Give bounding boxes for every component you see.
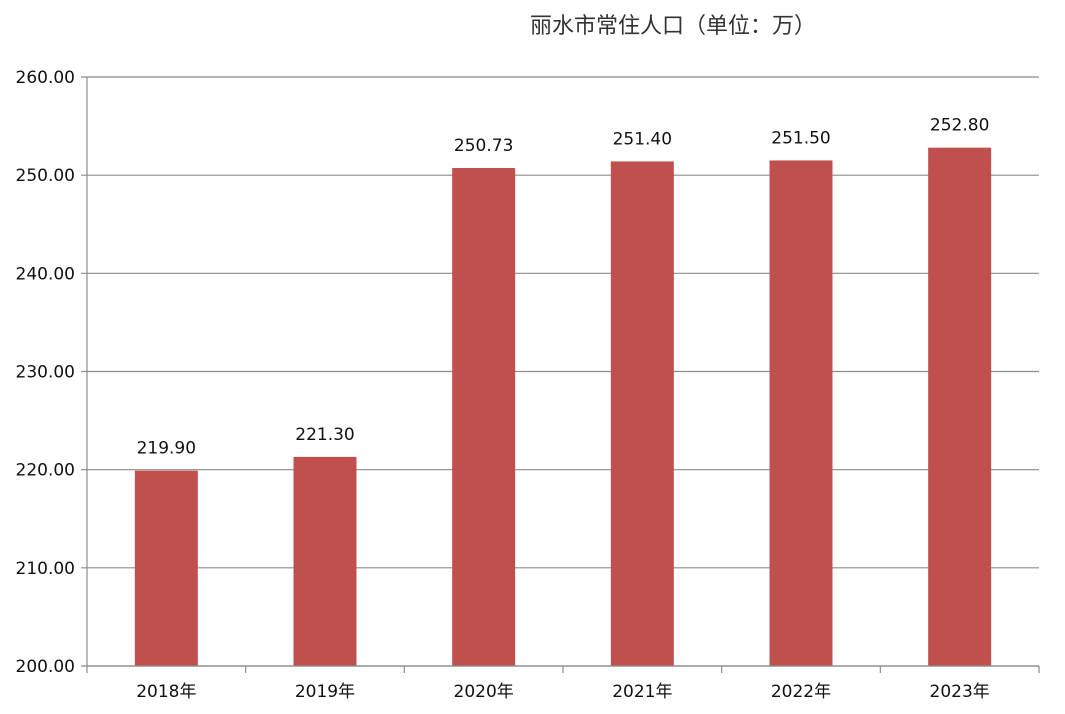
y-tick-label: 260.00	[16, 68, 75, 88]
bar	[610, 161, 674, 666]
bar	[769, 160, 833, 667]
grid-lines	[81, 76, 1039, 667]
x-tick-label: 2020年	[454, 682, 514, 702]
x-tick-label: 2018年	[136, 682, 196, 702]
data-label: 219.90	[137, 439, 196, 459]
y-tick-label: 240.00	[16, 264, 75, 284]
data-label: 250.73	[454, 136, 513, 156]
chart-title: 丽水市常住人口（单位：万）	[530, 14, 817, 39]
x-tick-label: 2021年	[612, 682, 672, 702]
axes	[86, 77, 1040, 673]
bar	[928, 147, 992, 666]
data-label: 252.80	[930, 116, 989, 136]
bar	[134, 470, 198, 666]
bar	[293, 456, 357, 666]
bars	[134, 147, 992, 667]
y-tick-label: 200.00	[16, 657, 75, 677]
x-tick-label: 2023年	[930, 682, 990, 702]
y-tick-label: 210.00	[16, 559, 75, 579]
bar	[452, 168, 516, 667]
y-tick-label: 250.00	[16, 166, 75, 186]
data-label: 251.50	[771, 128, 830, 148]
data-label: 221.30	[295, 425, 354, 445]
x-tick-label: 2019年	[295, 682, 355, 702]
y-tick-label: 230.00	[16, 363, 75, 383]
data-label: 251.40	[613, 129, 672, 149]
x-tick-label: 2022年	[771, 682, 831, 702]
y-tick-label: 220.00	[16, 461, 75, 481]
labels: 200.00 210.00 220.00 230.00 240.00 250.00 260.…	[16, 68, 990, 702]
